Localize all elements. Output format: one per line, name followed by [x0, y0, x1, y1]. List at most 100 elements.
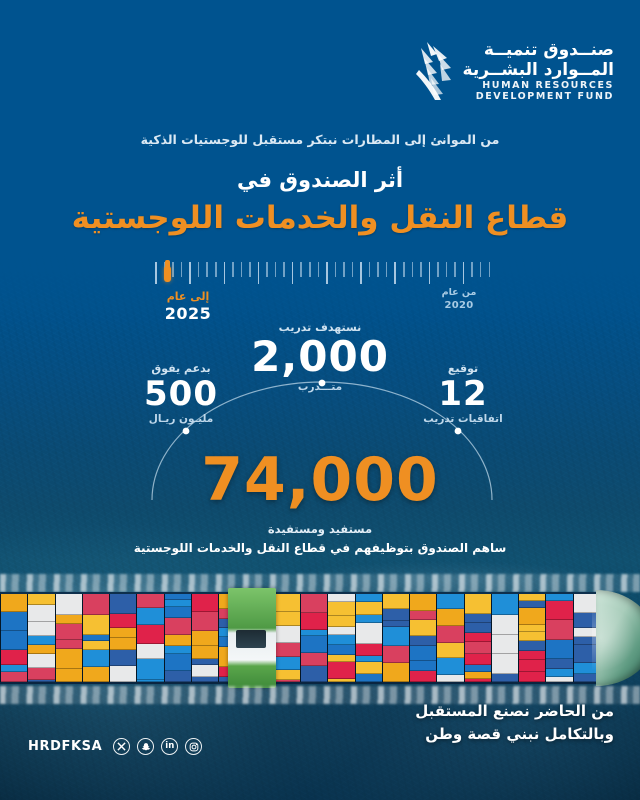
container-box — [273, 626, 301, 643]
container-bay — [54, 594, 82, 682]
container-bay — [327, 594, 355, 682]
container-box — [192, 612, 219, 631]
ruler-tick — [155, 262, 157, 284]
container-box — [28, 668, 55, 680]
ruler-tick — [411, 262, 414, 277]
container-box — [137, 594, 164, 608]
container-box — [573, 645, 600, 663]
social-handle: HRDFKSA — [28, 739, 103, 754]
container-box — [110, 650, 137, 666]
container-box — [82, 615, 110, 635]
container-bay — [272, 594, 301, 682]
linkedin-icon[interactable]: in — [161, 738, 179, 755]
ruler-tick — [240, 262, 243, 277]
container-box — [110, 614, 137, 628]
container-box — [355, 656, 382, 662]
ruler-tick — [300, 262, 302, 277]
container-box — [328, 602, 355, 616]
timeline-ruler — [155, 260, 490, 288]
container-box — [82, 650, 110, 667]
container-box — [301, 613, 328, 630]
container-box — [164, 646, 192, 654]
container-box — [382, 663, 410, 682]
container-box — [464, 654, 491, 665]
container-box — [464, 623, 491, 633]
container-box — [273, 594, 301, 612]
container-box — [546, 659, 573, 669]
container-box — [164, 618, 192, 635]
container-box — [491, 615, 519, 635]
container-box — [137, 659, 164, 680]
closing-tagline: من الحاضر نصنع المستقبل وبالتكامل نبني ق… — [415, 700, 614, 745]
ruler-tick — [223, 262, 226, 284]
container-box — [1, 631, 28, 650]
container-box — [301, 594, 328, 613]
container-box — [301, 653, 328, 666]
timeline-from-year: 2020 — [444, 300, 474, 312]
container-box — [546, 594, 573, 601]
container-box — [464, 633, 491, 642]
x-twitter-icon[interactable] — [113, 738, 131, 755]
container-box — [1, 594, 28, 612]
timeline-end-label: إلى عام 2025 — [156, 290, 220, 324]
container-box — [328, 679, 355, 682]
container-box — [410, 611, 437, 620]
container-box — [1, 672, 28, 682]
stat-funding-caption: بدعم يفوق — [151, 362, 211, 375]
container-box — [192, 659, 219, 665]
timeline-to-text: إلى عام — [166, 290, 210, 303]
container-bay — [545, 594, 573, 682]
container-box — [464, 594, 491, 614]
container-box — [192, 646, 219, 659]
ruler-tick — [343, 262, 345, 277]
stat-trainees: نستهدف تدريب 2,000 متـــدرب — [0, 321, 640, 393]
highlight-sub: ساهم الصندوق بتوظيفهم في قطاع النقل والخ… — [133, 541, 507, 555]
hrdf-logo[interactable]: صنــدوق تنميــة المــوارد البشــرية HUMA… — [397, 40, 614, 103]
snapchat-icon[interactable] — [137, 738, 155, 755]
stat-agreements: توقيع 12 اتفاقيات تدريب — [388, 362, 538, 425]
container-box — [519, 625, 546, 632]
container-box — [28, 654, 55, 668]
container-box — [164, 607, 192, 618]
container-box — [55, 669, 82, 682]
container-box — [491, 674, 519, 682]
container-box — [573, 663, 600, 674]
container-box — [28, 680, 55, 682]
page-title: قطاع النقل والخدمات اللوجستية — [71, 200, 569, 236]
highlight-caption: مستفيد ومستفيدة — [267, 522, 373, 536]
container-box — [437, 643, 464, 658]
container-box — [192, 631, 219, 646]
palm-wing-emblem-icon — [415, 42, 451, 101]
ruler-tick — [309, 262, 311, 277]
ruler-tick — [403, 262, 405, 277]
container-box — [519, 632, 546, 641]
stat-agreements-sub: اتفاقيات تدريب — [423, 412, 503, 425]
container-box — [573, 613, 600, 628]
container-bay — [409, 594, 437, 682]
highlight-value: 74,000 — [201, 445, 439, 515]
container-box — [273, 612, 301, 626]
container-box — [410, 636, 437, 646]
timeline-start-label: من عام 2020 — [430, 287, 488, 312]
ruler-tick — [197, 262, 200, 277]
container-box — [546, 669, 573, 677]
decorative-arc — [151, 379, 493, 501]
container-box — [410, 671, 437, 682]
container-box — [273, 680, 301, 682]
container-box — [55, 649, 82, 669]
ruler-tick — [232, 262, 234, 277]
container-box — [164, 654, 192, 671]
bow-foam-bottom — [0, 686, 640, 704]
container-box — [82, 594, 110, 615]
container-box — [546, 601, 573, 620]
container-box — [519, 601, 546, 608]
arc-dot-top — [318, 379, 326, 387]
container-box — [519, 672, 546, 682]
container-box — [328, 655, 355, 662]
header-color-block — [0, 0, 640, 330]
instagram-icon[interactable] — [185, 738, 203, 755]
container-box — [328, 616, 355, 627]
ruler-tick — [385, 262, 388, 277]
container-box — [55, 624, 82, 640]
